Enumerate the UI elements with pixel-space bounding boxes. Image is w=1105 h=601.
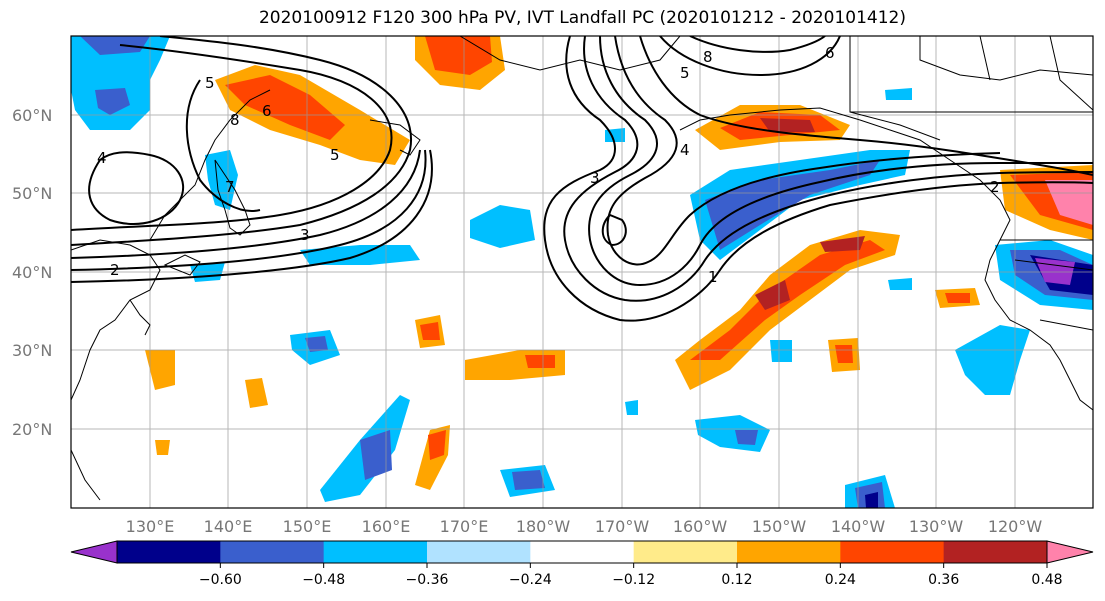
colorbar-segment — [117, 541, 221, 563]
colorbar-extend-low — [70, 540, 118, 564]
colorbar-tick-label: −0.12 — [612, 572, 655, 588]
lon-label: 170°W — [595, 517, 650, 536]
contour-label: 4 — [97, 149, 107, 167]
longitude-labels: 130°E 140°E 150°E 160°E 170°E 180°W 170°… — [126, 517, 1043, 536]
colorbar-segment — [427, 541, 531, 563]
lat-label: 50°N — [12, 184, 52, 203]
contour-label: 4 — [680, 141, 690, 159]
lon-label: 130°W — [909, 517, 964, 536]
contour-label: 8 — [703, 48, 713, 66]
contour-label: 2 — [110, 261, 120, 279]
colorbar-tick-label: −0.60 — [199, 572, 242, 588]
colorbar-outline — [116, 540, 1048, 564]
colorbar-tick-label: −0.24 — [509, 572, 552, 588]
pv-contours — [71, 36, 1093, 322]
contour-labels: 5 6 8 4 7 3 2 5 8 6 5 4 3 2 1 — [97, 44, 1000, 286]
colorbar-tick-label: 0.36 — [928, 572, 959, 588]
map-title: 2020100912 F120 300 hPa PV, IVT Landfall… — [258, 8, 906, 28]
colorbar: −0.60 −0.48 −0.36 −0.24 −0.12 0.12 0.24 0.36 0.4… — [70, 540, 1094, 588]
lat-label: 60°N — [12, 106, 52, 125]
lat-label: 30°N — [12, 341, 52, 360]
contour-label: 6 — [825, 44, 835, 62]
lon-label: 180°W — [516, 517, 571, 536]
lon-label: 160°W — [673, 517, 728, 536]
coastlines — [71, 36, 1093, 501]
colorbar-tick-label: 0.24 — [825, 572, 856, 588]
lon-label: 130°E — [126, 517, 175, 536]
contour-label: 6 — [262, 102, 272, 120]
colorbar-segment — [737, 541, 841, 563]
contour-label: 3 — [300, 226, 310, 244]
colorbar-extend-high — [1046, 540, 1094, 564]
lon-label: 160°E — [362, 517, 411, 536]
colorbar-tick-label: 0.12 — [721, 572, 752, 588]
colorbar-segment — [840, 541, 945, 563]
lon-label: 150°W — [752, 517, 807, 536]
lon-label: 150°E — [283, 517, 332, 536]
contour-label: 3 — [590, 169, 600, 187]
colorbar-segment — [943, 541, 1048, 563]
contour-label: 1 — [708, 268, 718, 286]
latitude-labels: 60°N 50°N 40°N 30°N 20°N — [12, 106, 52, 439]
lon-label: 170°E — [440, 517, 489, 536]
contour-label: 7 — [225, 178, 235, 196]
contour-label: 2 — [990, 178, 1000, 196]
graticule — [71, 36, 1093, 508]
colorbar-tick-label: −0.48 — [302, 572, 345, 588]
contour-label: 5 — [330, 146, 340, 164]
map-frame — [70, 35, 1094, 509]
colorbar-segment — [220, 541, 325, 563]
lat-label: 40°N — [12, 263, 52, 282]
colorbar-tick-label: 0.48 — [1031, 572, 1062, 588]
colorbar-segment — [323, 541, 428, 563]
contour-label: 5 — [205, 74, 215, 92]
lat-label: 20°N — [12, 420, 52, 439]
colorbar-segment — [633, 541, 738, 563]
contour-label: 8 — [230, 111, 240, 129]
colorbar-segment — [530, 541, 635, 563]
lon-label: 140°W — [831, 517, 886, 536]
contour-label: 5 — [680, 64, 690, 82]
lon-label: 140°E — [204, 517, 253, 536]
lon-label: 120°W — [988, 517, 1043, 536]
colorbar-tick-label: −0.36 — [406, 572, 449, 588]
